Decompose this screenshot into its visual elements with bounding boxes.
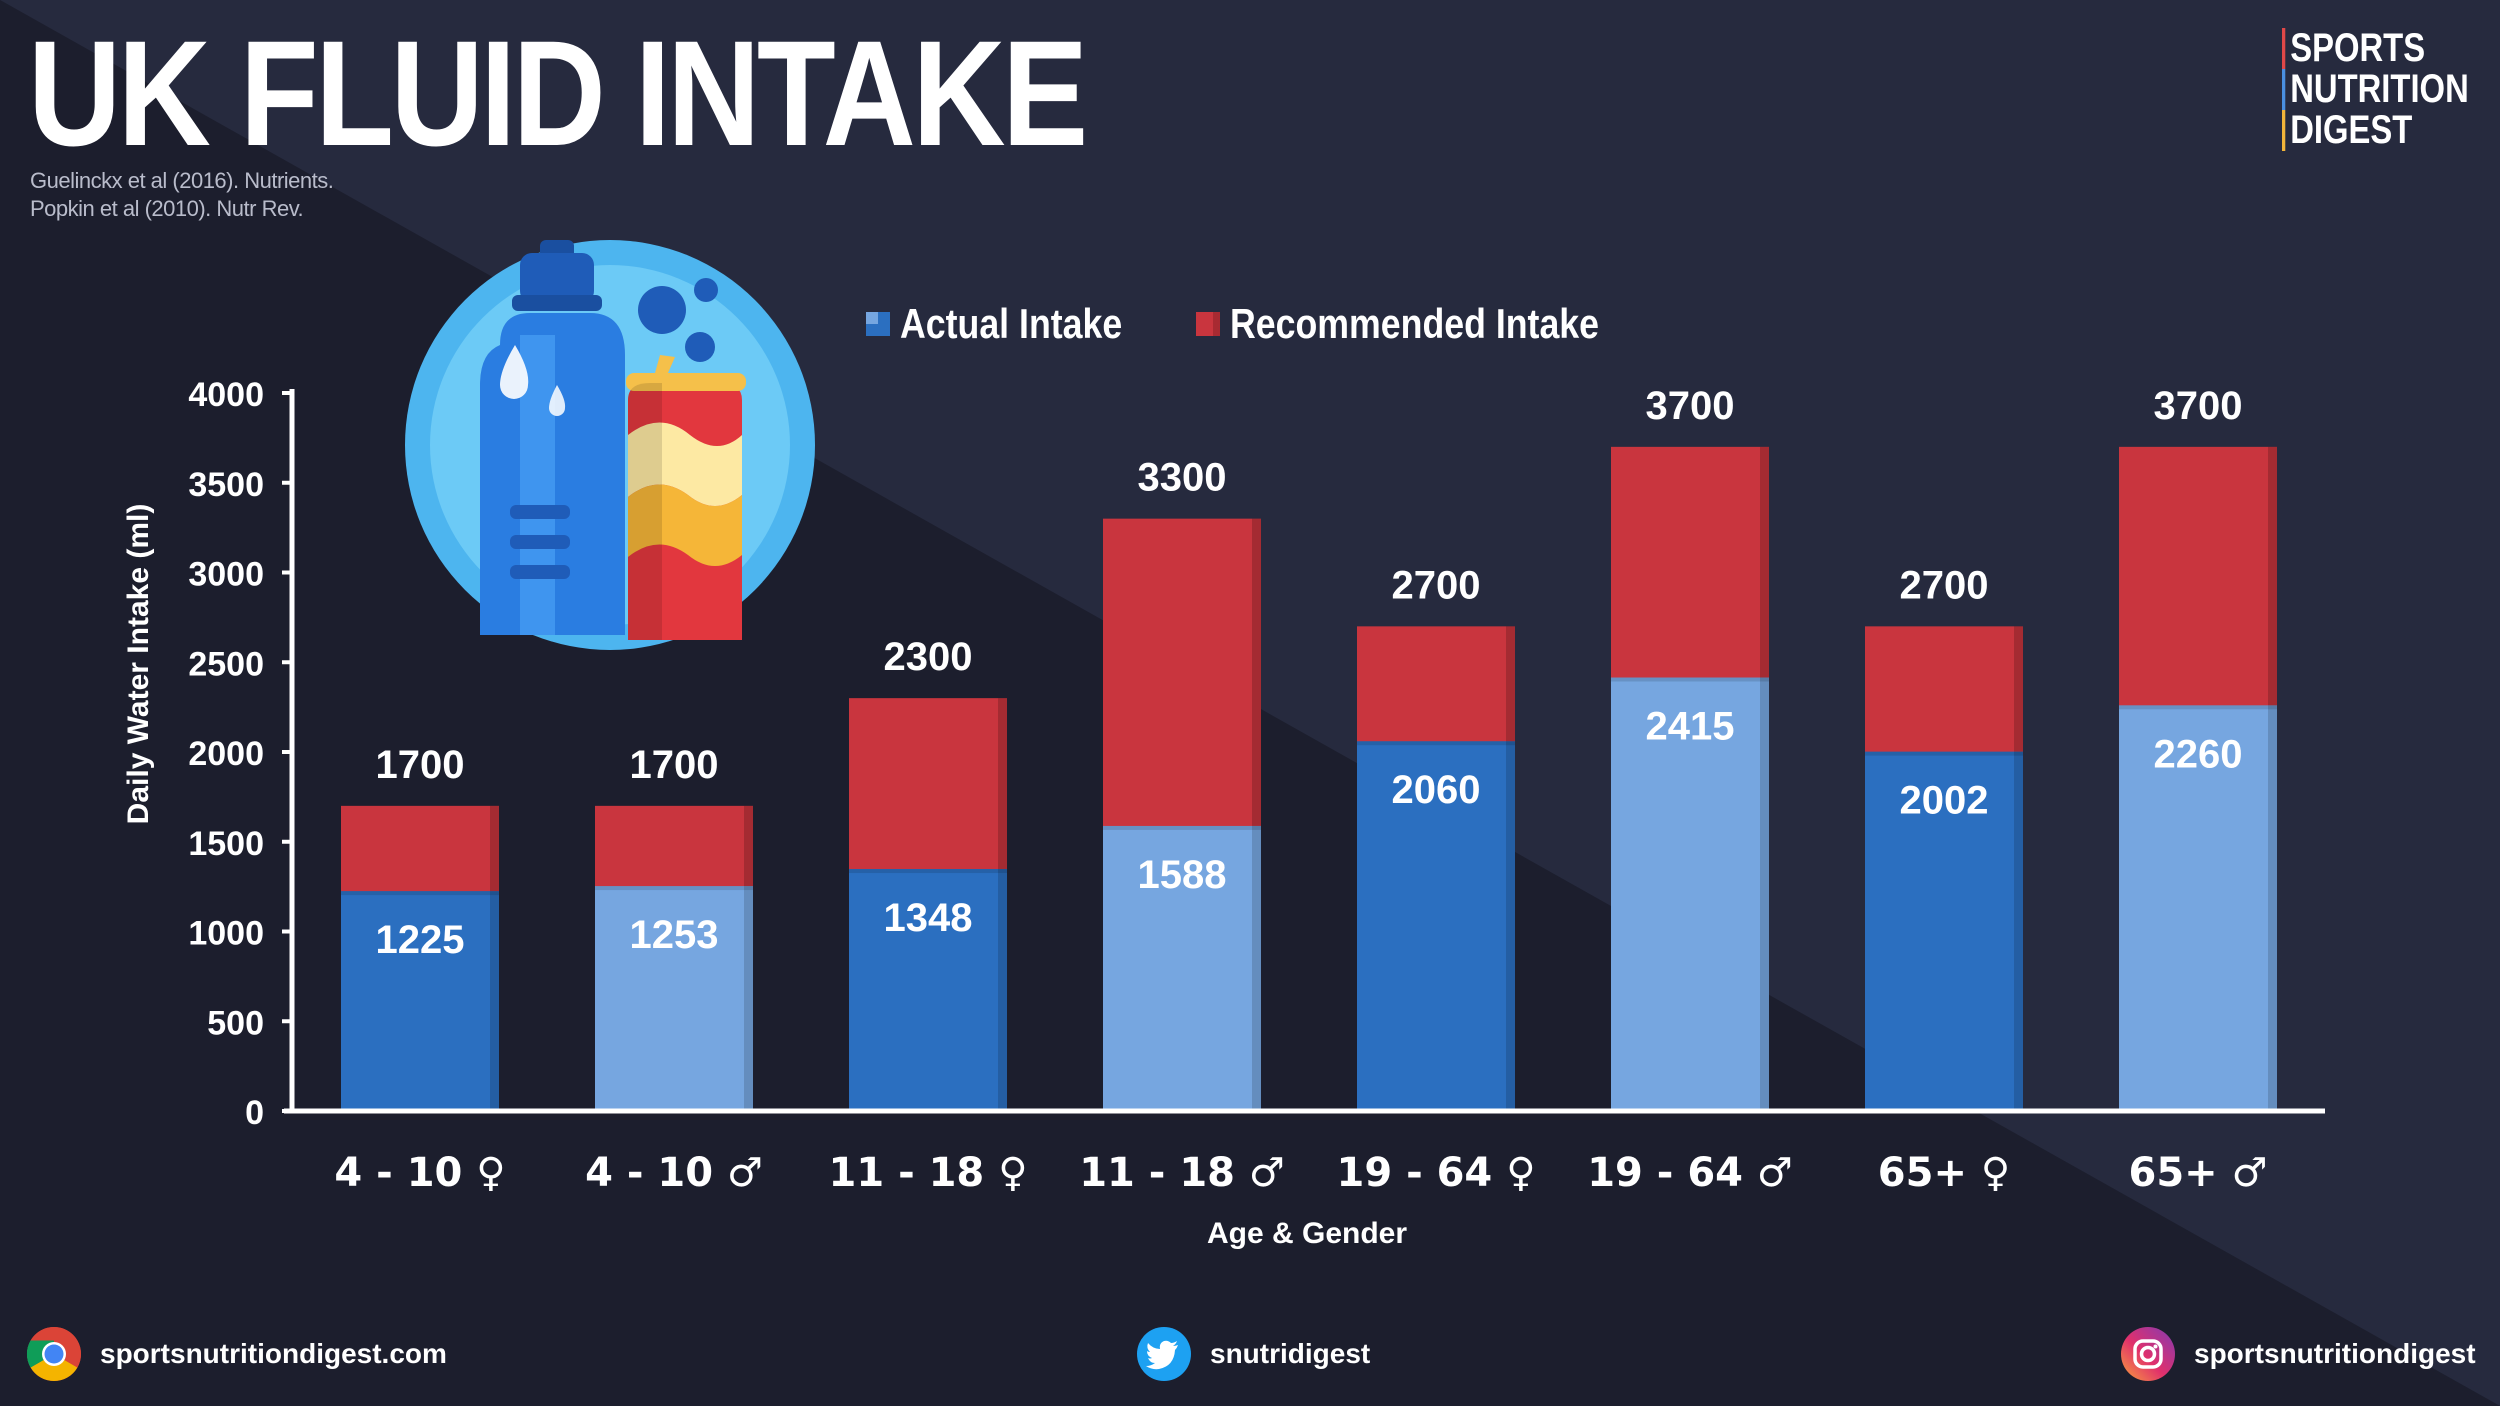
footer-instagram-text: sportsnutritiondigest <box>2194 1338 2476 1369</box>
drinks-illustration-icon <box>405 240 815 650</box>
bar-actual-shade-5 <box>1760 677 1769 1111</box>
bar-actual-shade-6 <box>2014 751 2023 1111</box>
x-tick-label-5: 19 - 64 ♂ <box>1587 1150 1793 1196</box>
logo-line-1: SPORTS <box>2282 28 2469 69</box>
bar-actual-edge-3 <box>1103 825 1261 830</box>
x-tick-label-4: 19 - 64 ♀ <box>1336 1150 1535 1196</box>
twitter-icon <box>1137 1327 1191 1381</box>
bar-recommended-shade-5 <box>1760 446 1769 678</box>
label-actual-7: 2260 <box>2154 732 2243 776</box>
legend-swatch-recommended <box>1196 312 1220 336</box>
label-recommended-1: 1700 <box>630 743 719 787</box>
bar-actual-shade-1 <box>744 886 753 1111</box>
bar-actual-edge-5 <box>1611 677 1769 682</box>
bar-actual-5 <box>1611 677 1769 1111</box>
bar-actual-shade-3 <box>1252 825 1261 1111</box>
y-axis-title: Daily Water Intake (ml) <box>122 504 155 825</box>
bar-recommended-shade-6 <box>2014 626 2023 752</box>
bar-actual-edge-0 <box>341 891 499 896</box>
y-tick-label-2: 1000 <box>188 915 264 953</box>
bar-recommended-shade-4 <box>1506 626 1515 742</box>
bar-actual-shade-2 <box>998 869 1007 1111</box>
label-recommended-3: 3300 <box>1138 456 1227 500</box>
bar-recommended-shade-3 <box>1252 518 1261 826</box>
bar-actual-edge-1 <box>595 886 753 891</box>
logo-line-2: NUTRITION <box>2282 69 2469 110</box>
source-citation-2: Popkin et al (2010). Nutr Rev. <box>30 196 304 221</box>
x-tick-label-6: 65+ ♀ <box>1878 1150 2010 1196</box>
bar-actual-6 <box>1865 751 2023 1111</box>
y-tick-label-3: 1500 <box>188 825 264 863</box>
bar-actual-edge-7 <box>2119 705 2277 710</box>
y-tick-label-8: 4000 <box>188 376 264 414</box>
y-tick-label-6: 3000 <box>188 556 264 594</box>
bar-actual-7 <box>2119 705 2277 1111</box>
label-actual-1: 1253 <box>630 913 719 957</box>
footer-twitter-text: snutridigest <box>1210 1338 1371 1369</box>
bar-actual-shade-7 <box>2268 705 2277 1111</box>
bar-actual-3 <box>1103 825 1261 1111</box>
label-actual-6: 2002 <box>1900 779 1989 823</box>
chrome-icon <box>26 1327 82 1382</box>
source-citation-1: Guelinckx et al (2016). Nutrients. <box>30 168 334 193</box>
logo-line-3: DIGEST <box>2282 110 2469 151</box>
labels-layer: 1700 1225 4 - 10 ♀ 1700 1253 4 - 10 ♂ 2300 1348… <box>122 384 2267 1250</box>
label-actual-3: 1588 <box>1138 853 1227 897</box>
y-tick-label-1: 500 <box>207 1004 264 1042</box>
label-actual-5: 2415 <box>1646 705 1735 749</box>
bar-actual-4 <box>1357 741 1515 1111</box>
bar-actual-shade-4 <box>1506 741 1515 1111</box>
footer-instagram[interactable]: sportsnutritiondigest <box>2120 1326 2476 1382</box>
bar-actual-2 <box>849 869 1007 1111</box>
x-tick-label-7: 65+ ♂ <box>2129 1150 2268 1196</box>
bar-recommended-shade-7 <box>2268 446 2277 706</box>
x-tick-label-2: 11 - 18 ♀ <box>828 1150 1027 1196</box>
legend-item-recommended: Recommended Intake <box>1196 300 1664 348</box>
bar-actual-edge-6 <box>1865 751 2023 756</box>
legend-label-recommended: Recommended Intake <box>1230 300 1600 347</box>
legend-swatch-actual <box>866 312 890 336</box>
bar-actual-shade-0 <box>490 891 499 1111</box>
y-tick-label-0: 0 <box>245 1094 264 1132</box>
label-recommended-2: 2300 <box>884 635 973 679</box>
x-axis-title: Age & Gender <box>1207 1217 1407 1250</box>
x-tick-label-1: 4 - 10 ♂ <box>585 1150 763 1196</box>
label-actual-0: 1225 <box>376 918 465 962</box>
label-recommended-5: 3700 <box>1646 384 1735 428</box>
bar-actual-0 <box>341 891 499 1111</box>
bar-actual-1 <box>595 886 753 1111</box>
x-tick-label-0: 4 - 10 ♀ <box>334 1150 505 1196</box>
legend-label-actual: Actual Intake <box>900 300 1123 347</box>
bar-actual-edge-4 <box>1357 741 1515 746</box>
label-actual-4: 2060 <box>1392 768 1481 812</box>
y-tick-label-7: 3500 <box>188 466 264 504</box>
footer-website[interactable]: sportsnutritiondigest.com <box>26 1326 447 1382</box>
label-actual-2: 1348 <box>884 896 973 940</box>
x-tick-label-3: 11 - 18 ♂ <box>1079 1150 1285 1196</box>
page-title: UK FLUID INTAKE <box>28 9 1088 177</box>
label-recommended-4: 2700 <box>1392 563 1481 607</box>
y-tick-label-4: 2000 <box>188 735 264 773</box>
legend-item-actual: Actual Intake <box>866 300 1161 348</box>
bars-layer <box>341 446 2277 1112</box>
bar-recommended-shade-1 <box>744 805 753 887</box>
bar-recommended-shade-0 <box>490 805 499 892</box>
instagram-icon <box>2121 1327 2175 1381</box>
bar-actual-edge-2 <box>849 869 1007 874</box>
label-recommended-0: 1700 <box>376 743 465 787</box>
footer-twitter[interactable]: snutridigest <box>1136 1326 1370 1382</box>
axes-layer: 0 500 1000 1500 2000 2500 3000 3500 4000 <box>188 376 2325 1132</box>
label-recommended-6: 2700 <box>1900 563 1989 607</box>
footer-website-text: sportsnutritiondigest.com <box>100 1338 447 1369</box>
brand-logo: SPORTS NUTRITION DIGEST <box>2282 28 2500 151</box>
label-recommended-7: 3700 <box>2154 384 2243 428</box>
y-tick-label-5: 2500 <box>188 645 264 683</box>
bar-recommended-shade-2 <box>998 698 1007 870</box>
